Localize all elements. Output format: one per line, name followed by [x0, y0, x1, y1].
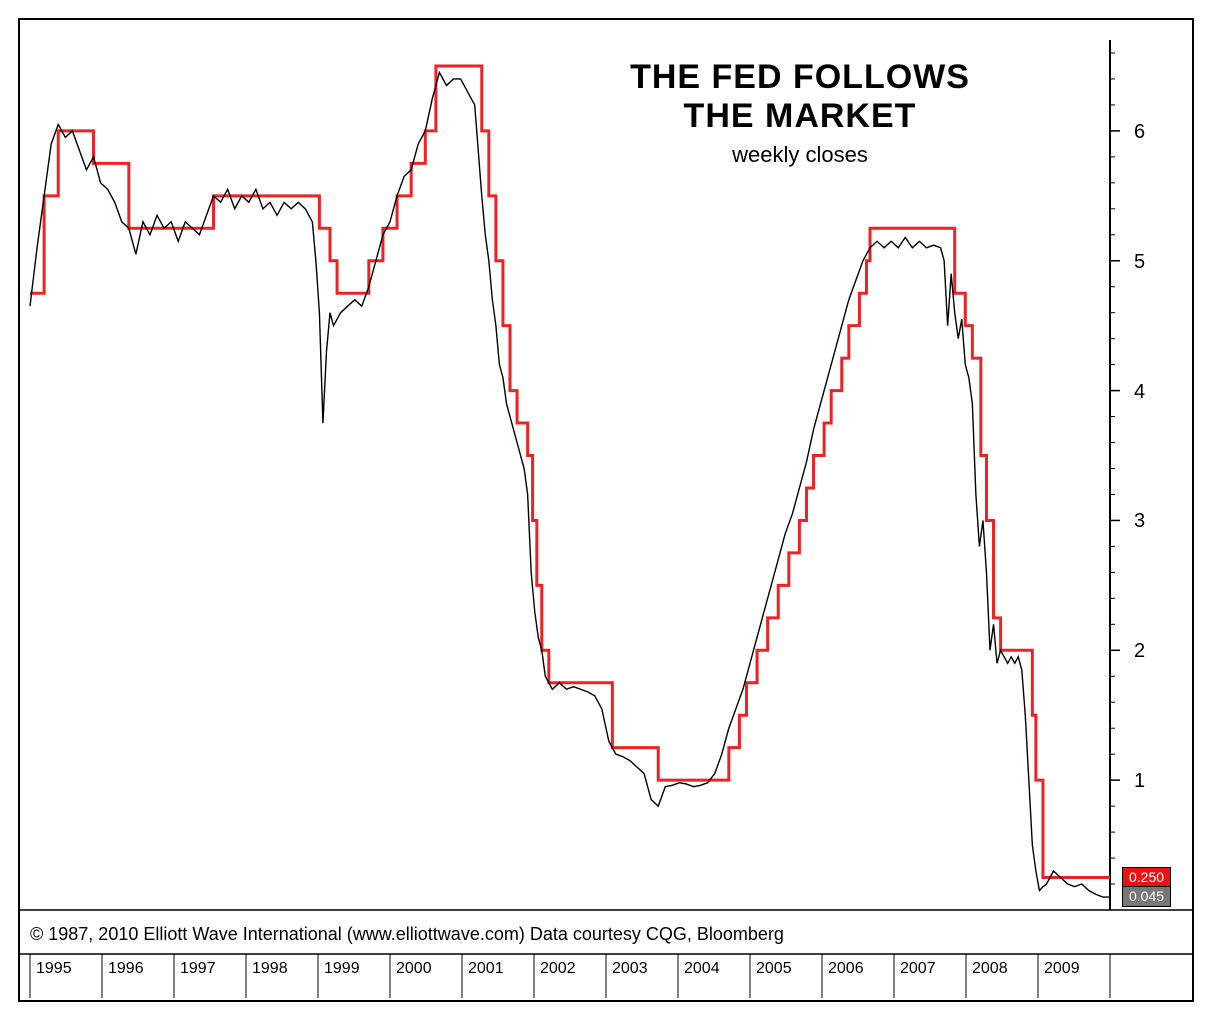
y-tick-label: 5: [1134, 251, 1145, 274]
x-year-label: 2007: [900, 960, 936, 978]
chart-frame: THE FED FOLLOWS THE MARKET weekly closes…: [0, 0, 1212, 1020]
chart-title-line-2: THE MARKET: [560, 97, 1040, 136]
x-year-label: 1997: [180, 960, 216, 978]
y-tick-label: 3: [1134, 510, 1145, 533]
x-year-label: 2004: [684, 960, 720, 978]
chart-title-block: THE FED FOLLOWS THE MARKET weekly closes: [560, 58, 1040, 168]
x-year-label: 1995: [36, 960, 72, 978]
chart-title-line-1: THE FED FOLLOWS: [560, 58, 1040, 97]
chart-subtitle: weekly closes: [560, 142, 1040, 168]
x-year-label: 2002: [540, 960, 576, 978]
y-tick-label: 4: [1134, 381, 1145, 404]
copyright-text: © 1987, 2010 Elliott Wave International …: [30, 924, 784, 945]
x-year-label: 1999: [324, 960, 360, 978]
x-year-label: 2000: [396, 960, 432, 978]
y-tick-label: 1: [1134, 770, 1145, 793]
x-year-label: 2005: [756, 960, 792, 978]
price-tag-red: 0.250: [1122, 867, 1171, 888]
x-year-label: 2001: [468, 960, 504, 978]
x-year-label: 1996: [108, 960, 144, 978]
x-year-label: 2003: [612, 960, 648, 978]
x-year-label: 2009: [1044, 960, 1080, 978]
x-year-label: 1998: [252, 960, 288, 978]
y-tick-label: 2: [1134, 640, 1145, 663]
price-tag-gray: 0.045: [1122, 886, 1171, 907]
x-year-label: 2006: [828, 960, 864, 978]
price-tag-gray-value: 0.045: [1129, 888, 1164, 904]
y-tick-label: 6: [1134, 121, 1145, 144]
x-year-label: 2008: [972, 960, 1008, 978]
price-tag-red-value: 0.250: [1129, 869, 1164, 885]
